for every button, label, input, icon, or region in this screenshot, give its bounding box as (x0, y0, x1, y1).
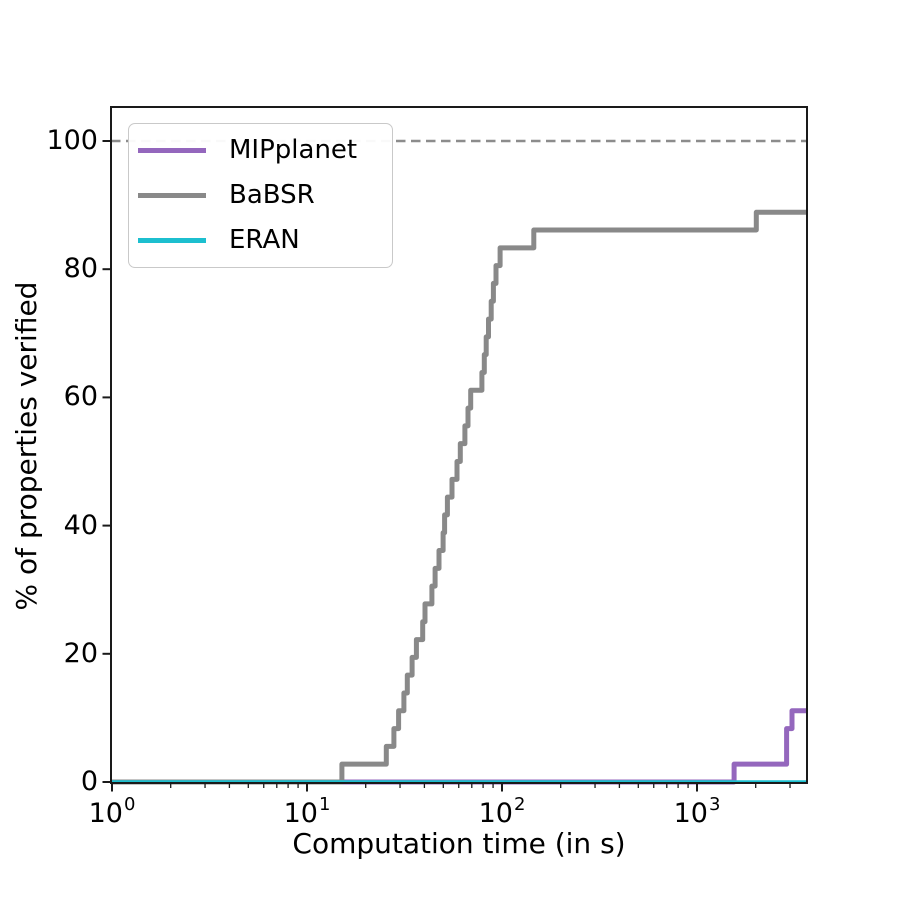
series-line-babsr (111, 209, 807, 785)
legend-item-babsr: BaBSR (129, 173, 392, 218)
y-tick-label-60: 60 (63, 381, 98, 412)
legend-label-eran: ERAN (229, 225, 300, 255)
legend-item-eran: ERAN (129, 218, 392, 263)
legend-line-sample-babsr (138, 193, 206, 198)
legend-line-sample-mipplanet (138, 148, 206, 153)
x-tick-label-1e3: 103 (673, 794, 721, 829)
y-tick-label-20: 20 (63, 638, 98, 669)
x-tick-label-1e2: 102 (478, 794, 526, 829)
legend-line-sample-eran (138, 238, 206, 243)
series-line-mipplanet (111, 708, 807, 785)
y-tick-label-80: 80 (63, 253, 98, 284)
legend-label-babsr: BaBSR (229, 180, 315, 210)
legend-label-mipplanet: MIPplanet (229, 135, 358, 165)
y-tick-label-40: 40 (63, 510, 98, 541)
y-tick-label-0: 0 (80, 766, 98, 797)
x-axis-label: Computation time (in s) (292, 827, 626, 860)
legend-item-mipplanet: MIPplanet (129, 128, 392, 173)
x-tick-label-1e0: 100 (88, 794, 136, 829)
y-axis-label: % of properties verified (10, 281, 43, 611)
legend: MIPplanet BaBSR ERAN (128, 123, 393, 268)
y-tick-label-100: 100 (46, 125, 98, 156)
x-tick-label-1e1: 101 (283, 794, 331, 829)
